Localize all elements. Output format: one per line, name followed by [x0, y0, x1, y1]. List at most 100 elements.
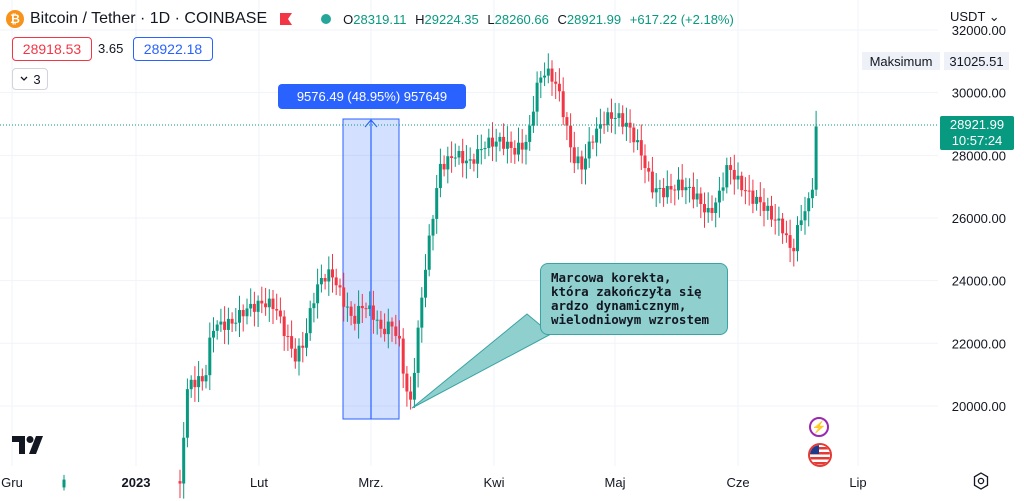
candle-body: [725, 165, 729, 188]
candle-body: [505, 141, 509, 149]
candle-body: [643, 155, 647, 169]
candle-body: [305, 333, 308, 348]
candle-body: [431, 218, 435, 236]
y-axis-tick-label: 32000.00: [952, 23, 1006, 38]
candle-body: [424, 269, 427, 298]
candle-body: [602, 124, 606, 126]
us-flag-event-icon[interactable]: [808, 443, 832, 467]
candle-body: [810, 189, 814, 199]
spread-value: 3.65: [98, 41, 124, 56]
candle-body: [569, 125, 573, 148]
candle-body: [197, 376, 201, 388]
candle-body: [442, 163, 446, 170]
candle-body: [610, 112, 613, 119]
candle-body: [729, 165, 733, 170]
x-axis-tick-label: Cze: [726, 475, 749, 490]
candle-body: [394, 326, 398, 336]
candle-body: [531, 111, 535, 126]
annotation-line: ardzo dynamicznym,: [551, 298, 687, 313]
candle-body: [624, 122, 628, 127]
annotation-line: wielodniowym wzrostem: [551, 312, 710, 327]
candle-body: [662, 187, 666, 198]
candle-body: [308, 308, 312, 334]
candle-body: [740, 175, 744, 191]
tradingview-logo-icon[interactable]: [12, 436, 46, 454]
chevron-down-icon: [20, 76, 28, 81]
y-axis-tick-label: 28000.00: [952, 148, 1006, 163]
candle-body: [375, 319, 379, 321]
settings-gear-icon[interactable]: [972, 472, 990, 490]
candle-body: [766, 205, 770, 211]
currency-selector[interactable]: USDT ⌄: [950, 9, 1000, 24]
candle-body: [230, 318, 234, 324]
candle-body: [591, 141, 595, 143]
candle-body: [371, 305, 375, 320]
candle-body: [472, 159, 476, 164]
candle-body: [654, 188, 658, 193]
symbol-title[interactable]: Bitcoin / Tether · 1D · COINBASE: [30, 10, 268, 27]
candle-body: [238, 310, 241, 323]
candle-body: [353, 315, 357, 324]
candle-body: [561, 91, 565, 118]
candle-body: [732, 169, 736, 180]
x-axis-tick-label: Kwi: [484, 475, 505, 490]
candle-body: [554, 81, 558, 84]
candle-body: [223, 321, 227, 330]
candle-body: [691, 186, 695, 200]
candle-body: [621, 113, 625, 127]
candle-body: [189, 379, 193, 390]
candle-body: [383, 328, 387, 335]
candle-body: [710, 207, 714, 213]
annotation-callout[interactable]: Marcowa korekta, która zakończyła się ar…: [540, 263, 728, 335]
indicators-toggle-button[interactable]: 3: [12, 68, 48, 90]
candle-body: [773, 219, 777, 221]
candle-body: [390, 321, 394, 327]
candle-body: [212, 330, 215, 338]
candle-body: [331, 269, 334, 278]
candle-body: [524, 141, 528, 150]
lightning-event-icon[interactable]: ⚡: [809, 417, 829, 437]
max-label: Maksimum: [862, 52, 940, 70]
candle-body: [182, 437, 186, 484]
candle-body: [200, 376, 204, 382]
candle-body: [758, 196, 762, 203]
candle-body: [360, 305, 364, 309]
candle-body: [528, 125, 532, 142]
candle-body: [219, 321, 223, 325]
candle-body: [349, 306, 353, 316]
indicators-count: 3: [33, 71, 41, 87]
flag-icon[interactable]: [279, 12, 293, 26]
sell-price-button[interactable]: 28918.53: [12, 37, 92, 61]
candle-body: [747, 190, 751, 192]
candle-body: [62, 479, 66, 488]
candle-body: [226, 318, 230, 330]
candle-body: [796, 225, 799, 252]
candle-body: [695, 193, 699, 200]
candle-body: [650, 171, 654, 193]
candle-body: [517, 142, 520, 155]
candle-body: [751, 190, 755, 204]
market-status-icon[interactable]: [321, 14, 332, 24]
x-axis-tick-label: Lip: [849, 475, 866, 490]
candle-body: [260, 300, 264, 304]
candle-body: [580, 156, 584, 170]
candle-body: [398, 335, 401, 339]
current-price-label: 28921.99 10:57:24: [940, 116, 1014, 150]
candle-body: [491, 137, 494, 147]
candle-body: [572, 147, 576, 164]
candle-body: [450, 156, 454, 159]
callout-pointer: [411, 313, 552, 409]
candle-body: [498, 136, 502, 142]
candle-body: [736, 175, 740, 180]
buy-price-button[interactable]: 28922.18: [133, 37, 213, 61]
candle-body: [550, 68, 554, 82]
candle-body: [427, 235, 431, 270]
symbol-header[interactable]: ₿ Bitcoin / Tether · 1D · COINBASE O2831…: [6, 8, 734, 30]
y-axis-tick-label: 24000.00: [952, 274, 1006, 289]
candle-body: [338, 285, 342, 288]
candle-body: [409, 391, 413, 400]
candle-body: [658, 187, 662, 189]
candle-body: [345, 306, 349, 308]
candle-body: [479, 149, 483, 151]
